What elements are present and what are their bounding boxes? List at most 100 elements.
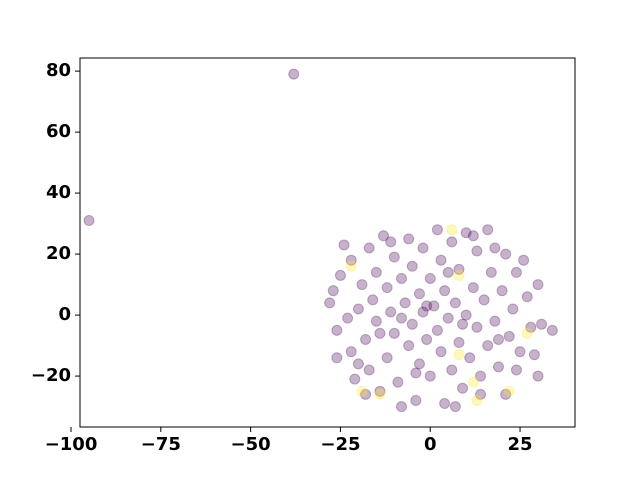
point — [482, 340, 494, 352]
point — [457, 318, 469, 330]
point — [403, 233, 415, 245]
point — [385, 306, 397, 318]
point — [356, 279, 368, 291]
point — [360, 388, 372, 400]
point — [395, 401, 407, 413]
point — [378, 230, 390, 242]
point — [374, 385, 386, 397]
y-tick-label: −20 — [31, 365, 71, 386]
point — [374, 388, 386, 400]
point — [503, 330, 515, 342]
point — [467, 376, 479, 388]
point — [467, 282, 479, 294]
point — [356, 385, 368, 397]
x-tick-label: −100 — [45, 434, 98, 455]
point — [395, 312, 407, 324]
point — [406, 260, 418, 272]
point — [363, 242, 375, 254]
point — [363, 364, 375, 376]
point — [489, 315, 501, 327]
point — [381, 282, 393, 294]
point — [421, 333, 433, 345]
point — [453, 349, 465, 361]
point — [546, 324, 558, 336]
point — [428, 300, 440, 312]
point — [342, 312, 354, 324]
point — [482, 224, 494, 236]
x-tick-label: 25 — [508, 434, 533, 455]
point — [331, 324, 343, 336]
point — [345, 260, 357, 272]
point — [83, 215, 95, 227]
point — [431, 224, 443, 236]
point — [500, 388, 512, 400]
point — [352, 358, 364, 370]
point — [403, 340, 415, 352]
point — [471, 394, 483, 406]
point — [485, 266, 497, 278]
point — [435, 346, 447, 358]
point — [510, 266, 522, 278]
point — [496, 285, 508, 297]
point — [446, 224, 458, 236]
point — [327, 285, 339, 297]
point — [453, 263, 465, 275]
point — [388, 327, 400, 339]
point — [417, 242, 429, 254]
point — [288, 68, 300, 80]
point — [442, 266, 454, 278]
point — [500, 248, 512, 260]
x-tick-label: −75 — [141, 434, 181, 455]
point — [424, 272, 436, 284]
point — [338, 239, 350, 251]
x-tick-label: −50 — [231, 434, 271, 455]
point — [392, 376, 404, 388]
point — [489, 242, 501, 254]
point — [334, 269, 346, 281]
point — [385, 236, 397, 248]
point — [492, 333, 504, 345]
x-tick-label: 0 — [424, 434, 437, 455]
point — [518, 254, 530, 266]
point — [514, 346, 526, 358]
point — [446, 364, 458, 376]
point — [442, 312, 454, 324]
point — [417, 306, 429, 318]
point — [439, 398, 451, 410]
point — [507, 303, 519, 315]
point — [349, 373, 361, 385]
point — [536, 318, 548, 330]
point — [521, 291, 533, 303]
point — [446, 236, 458, 248]
point — [475, 388, 487, 400]
y-tick-label: 0 — [58, 304, 71, 325]
point — [421, 300, 433, 312]
point — [449, 297, 461, 309]
point — [464, 352, 476, 364]
point — [345, 346, 357, 358]
point — [471, 245, 483, 257]
point — [521, 327, 533, 339]
point — [510, 364, 522, 376]
plot-frame — [79, 57, 576, 428]
point — [374, 327, 386, 339]
point — [503, 385, 515, 397]
point — [435, 254, 447, 266]
point — [331, 352, 343, 364]
point — [413, 358, 425, 370]
point — [449, 401, 461, 413]
y-tick-label: 20 — [46, 243, 71, 264]
point — [324, 297, 336, 309]
point — [413, 288, 425, 300]
point — [528, 349, 540, 361]
y-tick-label: 80 — [46, 60, 71, 81]
point — [453, 337, 465, 349]
point — [395, 272, 407, 284]
x-tick-label: −25 — [320, 434, 360, 455]
point — [410, 367, 422, 379]
point — [370, 266, 382, 278]
point — [460, 227, 472, 239]
point — [360, 333, 372, 345]
y-tick-label: 60 — [46, 121, 71, 142]
point — [460, 309, 472, 321]
